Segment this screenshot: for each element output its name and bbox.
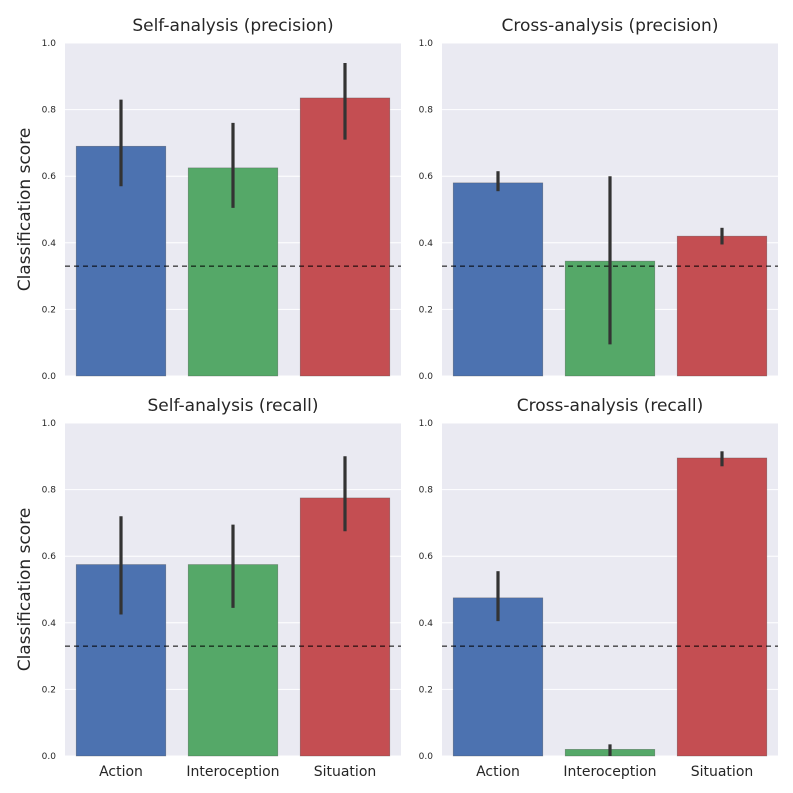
- y-tick-label: 0.0: [42, 372, 57, 382]
- chart-title: Self-analysis (precision): [132, 16, 333, 36]
- y-tick-label: 1.0: [419, 419, 434, 429]
- y-tick-label: 0.6: [42, 172, 57, 182]
- y-tick-label: 0.6: [42, 552, 57, 562]
- chart-panel-3: 0.0 0.2 0.4 0.6 0.8 1.0 Action Interoception Sit…: [15, 396, 401, 780]
- chart-panel-4: 0.0 0.2 0.4 0.6 0.8 1.0 Action Interoception Sit…: [419, 396, 778, 780]
- y-tick-label: 0.2: [42, 305, 56, 315]
- y-tick-label: 1.0: [42, 39, 57, 49]
- x-tick-label: Action: [476, 764, 520, 780]
- y-tick-label: 0.4: [419, 619, 434, 629]
- bar-action: [452, 182, 544, 377]
- x-tick-label: Situation: [314, 764, 377, 780]
- y-tick-label: 1.0: [42, 419, 57, 429]
- y-axis-label: Classification score: [15, 128, 35, 292]
- y-tick-label: 0.8: [419, 106, 434, 116]
- x-tick-label: Interoception: [563, 764, 656, 780]
- y-tick-label: 0.0: [419, 752, 434, 762]
- y-tick-label: 0.2: [42, 685, 56, 695]
- y-tick-label: 0.0: [42, 752, 57, 762]
- y-tick-label: 1.0: [419, 39, 434, 49]
- bar-situation: [299, 97, 391, 377]
- x-tick-label: Interoception: [186, 764, 279, 780]
- x-tick-label: Situation: [691, 764, 754, 780]
- y-tick-label: 0.0: [419, 372, 434, 382]
- bar-action: [452, 597, 544, 757]
- chart-panel-2: 0.0 0.2 0.4 0.6 0.8 1.0 Cross-analysis (precis…: [419, 16, 778, 382]
- bar-situation: [299, 497, 391, 757]
- bar-situation: [676, 457, 768, 757]
- y-tick-label: 0.2: [419, 685, 433, 695]
- x-tick-label: Action: [99, 764, 143, 780]
- y-axis-label: Classification score: [15, 508, 35, 672]
- bar-situation: [676, 235, 768, 377]
- y-tick-label: 0.4: [42, 619, 57, 629]
- y-tick-label: 0.8: [42, 486, 57, 496]
- y-tick-label: 0.2: [419, 305, 433, 315]
- y-tick-label: 0.8: [42, 106, 57, 116]
- chart-title: Cross-analysis (recall): [517, 396, 704, 416]
- y-tick-label: 0.4: [419, 239, 434, 249]
- y-tick-label: 0.4: [42, 239, 57, 249]
- y-tick-label: 0.6: [419, 552, 434, 562]
- y-tick-label: 0.8: [419, 486, 434, 496]
- y-tick-label: 0.6: [419, 172, 434, 182]
- chart-title: Cross-analysis (precision): [502, 16, 719, 36]
- chart-panel-1: 0.0 0.2 0.4 0.6 0.8 1.0 Self-analysis (precisi…: [15, 16, 401, 382]
- chart-title: Self-analysis (recall): [148, 396, 319, 416]
